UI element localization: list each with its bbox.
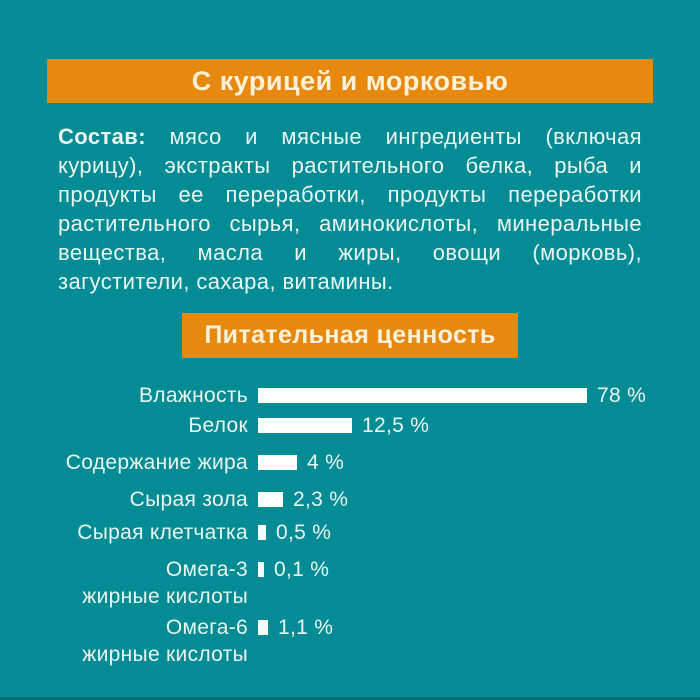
bottom-edge-shadow	[0, 697, 700, 700]
value-bar	[258, 455, 297, 470]
value-bar	[258, 418, 352, 433]
chart-row-protein: Белок 12,5 %	[40, 414, 680, 437]
chart-row-moisture: Влажность 78 %	[40, 384, 680, 407]
value-label: 0,1 %	[274, 558, 330, 581]
value-label: 12,5 %	[362, 414, 430, 437]
category-label: Содержание жира	[65, 451, 248, 474]
category-label: Сырая зола	[129, 488, 248, 511]
value-label: 2,3 %	[293, 488, 349, 511]
value-label: 0,5 %	[276, 521, 332, 544]
category-label: Сырая клетчатка	[77, 521, 248, 544]
value-bar	[258, 620, 268, 635]
chart-row-fat: Содержание жира 4 %	[40, 451, 680, 474]
chart-row-omega6: Омега-6 жирные кислоты 1,1 %	[40, 616, 680, 666]
composition-text: мясо и мясные ингредиенты (включая куриц…	[58, 124, 642, 294]
value-bar	[258, 388, 587, 403]
chart-row-fiber: Сырая клетчатка 0,5 %	[40, 521, 680, 544]
composition-paragraph: Состав: мясо и мясные ингредиенты (включ…	[58, 122, 642, 296]
value-label: 4 %	[307, 451, 345, 474]
flavor-title-banner: С курицей и морковью	[47, 59, 653, 103]
category-label: Омега-3 жирные кислоты	[82, 558, 248, 608]
value-label: 1,1 %	[278, 616, 334, 639]
category-label: Влажность	[138, 384, 248, 407]
nutrition-title-banner: Питательная ценность	[182, 313, 518, 358]
chart-row-omega3: Омега-3 жирные кислоты 0,1 %	[40, 558, 680, 608]
category-label: Омега-6 жирные кислоты	[82, 616, 248, 666]
category-label: Белок	[188, 414, 248, 437]
nutrition-title: Питательная ценность	[204, 321, 496, 349]
flavor-title: С курицей и морковью	[191, 65, 509, 96]
value-label: 78 %	[597, 384, 647, 407]
value-bar	[258, 492, 283, 507]
value-bar	[258, 525, 266, 540]
chart-row-ash: Сырая зола 2,3 %	[40, 488, 680, 511]
composition-label: Состав:	[58, 124, 146, 149]
value-bar	[258, 562, 264, 577]
